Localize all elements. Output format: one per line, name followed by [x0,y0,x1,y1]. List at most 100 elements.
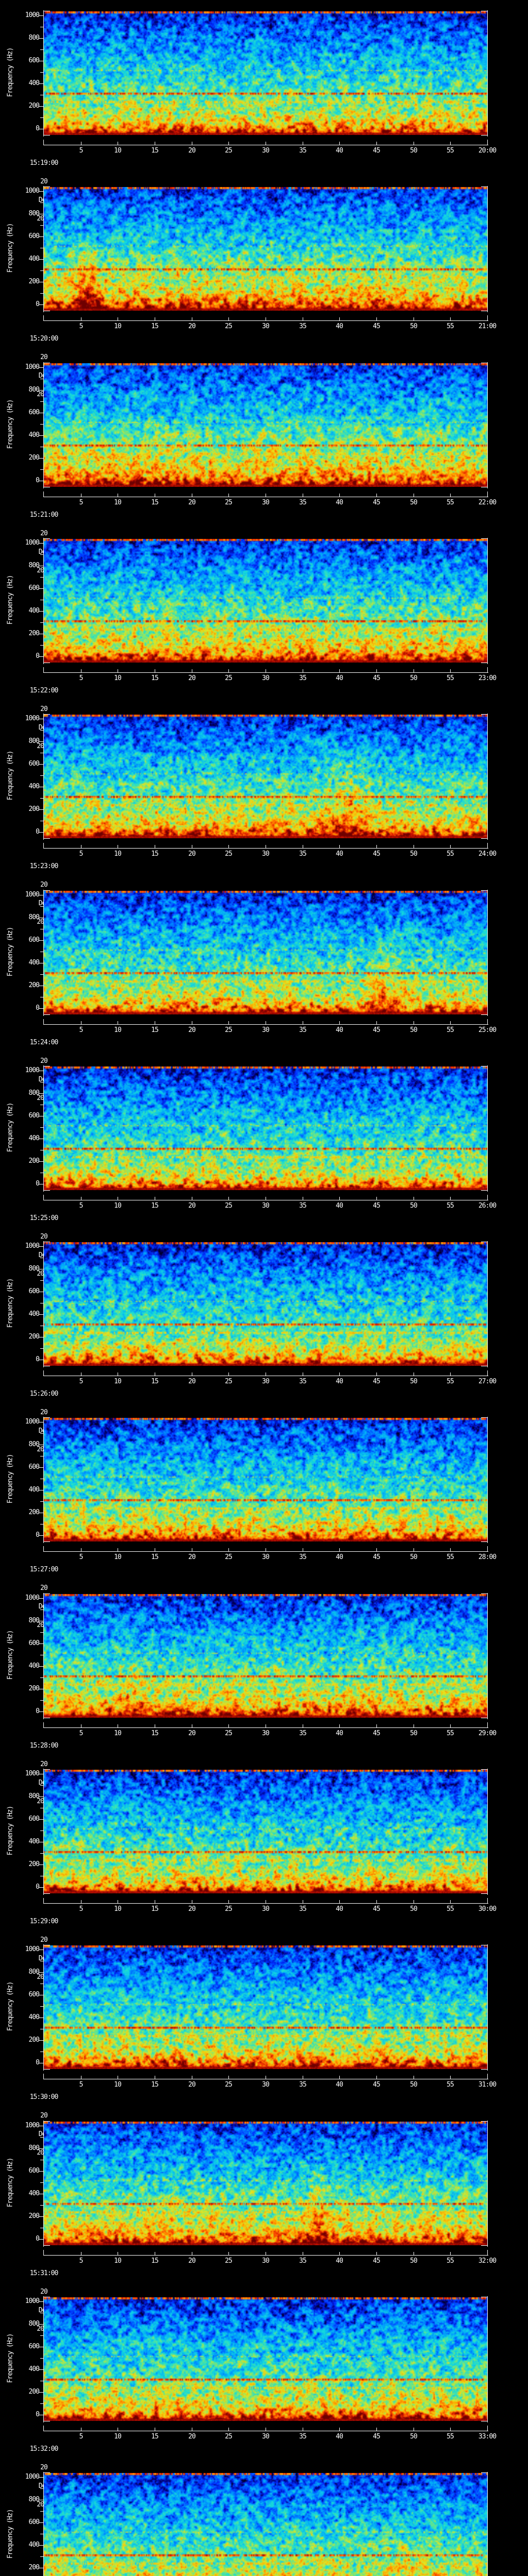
y-minor-tick [40,2488,44,2489]
frame-corner [481,2472,488,2473]
x-second-label: 55 [447,674,454,682]
y-minor-tick [40,1677,44,1678]
y-tick-label: 400 [28,1838,40,1845]
x-second-label: 40 [336,323,343,330]
y-tick-label: 0 [36,1355,40,1363]
y-minor-tick [40,117,44,118]
x-axis-line [43,1903,488,1904]
y-tick-label: 200 [28,1860,40,1868]
x-second-label: 55 [447,1378,454,1385]
x-second-label: 10 [114,2433,122,2441]
frame-corner [481,714,488,715]
right-frame-line [487,1065,488,1192]
y-major-tick [39,2171,45,2172]
x-second-label: 20 [188,499,196,506]
x-second-label: 15 [151,1553,159,1561]
x-second-label: 50 [410,2433,418,2441]
x-major-tick [228,2252,229,2255]
x-end-tick [43,315,44,320]
y-tick-label: 1000 [25,11,40,19]
x-major-tick [376,1900,377,1903]
x-major-tick [339,317,340,320]
right-frame-line [487,10,488,137]
y-tick-label: 600 [28,57,40,64]
y-axis-title: Frequency (Hz) [6,1103,14,1153]
y-axis-title: Frequency (Hz) [6,1981,14,2031]
x-end-tick [487,1898,488,1903]
x-second-label: 20 [188,2433,196,2441]
x-second-label: 50 [410,499,418,506]
y-axis-title: Frequency (Hz) [6,2158,14,2208]
x-axis-line [43,1727,488,1728]
x-second-label: 20 [188,2081,196,2089]
y-major-tick [39,1008,45,1009]
x-major-tick [339,142,340,145]
x-second-label: 10 [114,323,122,330]
y-major-tick [39,543,45,544]
y-tick-label: 1000 [25,1242,40,1250]
spectrogram-image [44,187,487,311]
spectrogram-panel: Frequency (Hz) 1000 800 600 400 200 0 15:25:0… [0,1055,528,1277]
y-axis-title: Frequency (Hz) [6,47,14,97]
x-second-label: 15 [151,1202,159,1210]
frame-corner [43,2472,50,2473]
start-day: 20 [40,705,48,713]
x-major-tick [450,2076,451,2079]
y-axis-title: Frequency (Hz) [6,575,14,625]
y-tick-label: 400 [28,607,40,615]
y-tick-label: 1000 [25,2122,40,2129]
spectrogram-image [44,1066,487,1190]
x-second-label: 30 [262,1730,270,1737]
start-time: 15:25:00 [29,1214,59,1222]
right-frame-line [487,362,488,488]
x-second-label: 40 [336,1905,343,1913]
x-second-label: 35 [299,2433,307,2441]
x-end-time-label: 23:00 [478,674,497,682]
y-major-tick [39,764,45,765]
x-second-label: 35 [299,2257,307,2265]
y-axis-line [43,10,44,137]
frame-corner [481,1014,488,1015]
start-time: 15:23:00 [29,862,59,870]
x-major-tick [450,2252,451,2255]
x-second-label: 50 [410,674,418,682]
x-end-tick [487,2250,488,2255]
x-second-label: 55 [447,1202,454,1210]
x-second-label: 25 [225,147,233,155]
y-tick-label: 600 [28,2343,40,2350]
right-frame-line [487,538,488,664]
spectrogram-panel: Frequency (Hz) 1000 800 600 400 200 0 15:20:0… [0,176,528,398]
y-axis-title: Frequency (Hz) [6,223,14,273]
y-tick-label: 600 [28,936,40,944]
x-second-label: 50 [410,147,418,155]
x-second-label: 10 [114,499,122,506]
spectrogram-panel: Frequency (Hz) 1000 800 600 400 200 0 15:31:0… [0,2110,528,2332]
right-frame-line [487,1593,488,1719]
x-second-label: 15 [151,2433,159,2441]
y-minor-tick [40,72,44,73]
x-end-time-label: 25:00 [478,1026,497,1034]
y-major-tick [39,2522,45,2523]
y-minor-tick [40,2335,44,2336]
y-tick-label: 0 [36,828,40,836]
y-major-tick [39,2392,45,2393]
y-axis-line [43,1944,44,2071]
x-major-tick [376,1021,377,1024]
right-frame-line [487,890,488,1016]
y-tick-label: 800 [28,2496,40,2503]
x-end-time-label: 28:00 [478,1553,497,1561]
y-minor-tick [40,775,44,776]
x-major-tick [376,317,377,320]
y-minor-tick [40,974,44,975]
x-end-time-label: 33:00 [478,2433,497,2441]
y-tick-label: 600 [28,1991,40,1998]
x-major-tick [228,142,229,145]
y-tick-label: 600 [28,1815,40,1823]
spectrogram-image [44,891,487,1014]
y-tick-label: 600 [28,1639,40,1647]
start-time: 15:28:00 [29,1742,59,1750]
y-tick-label: 400 [28,2013,40,2021]
y-tick-label: 600 [28,1287,40,1295]
x-major-tick [450,1548,451,1551]
y-minor-tick [40,730,44,731]
